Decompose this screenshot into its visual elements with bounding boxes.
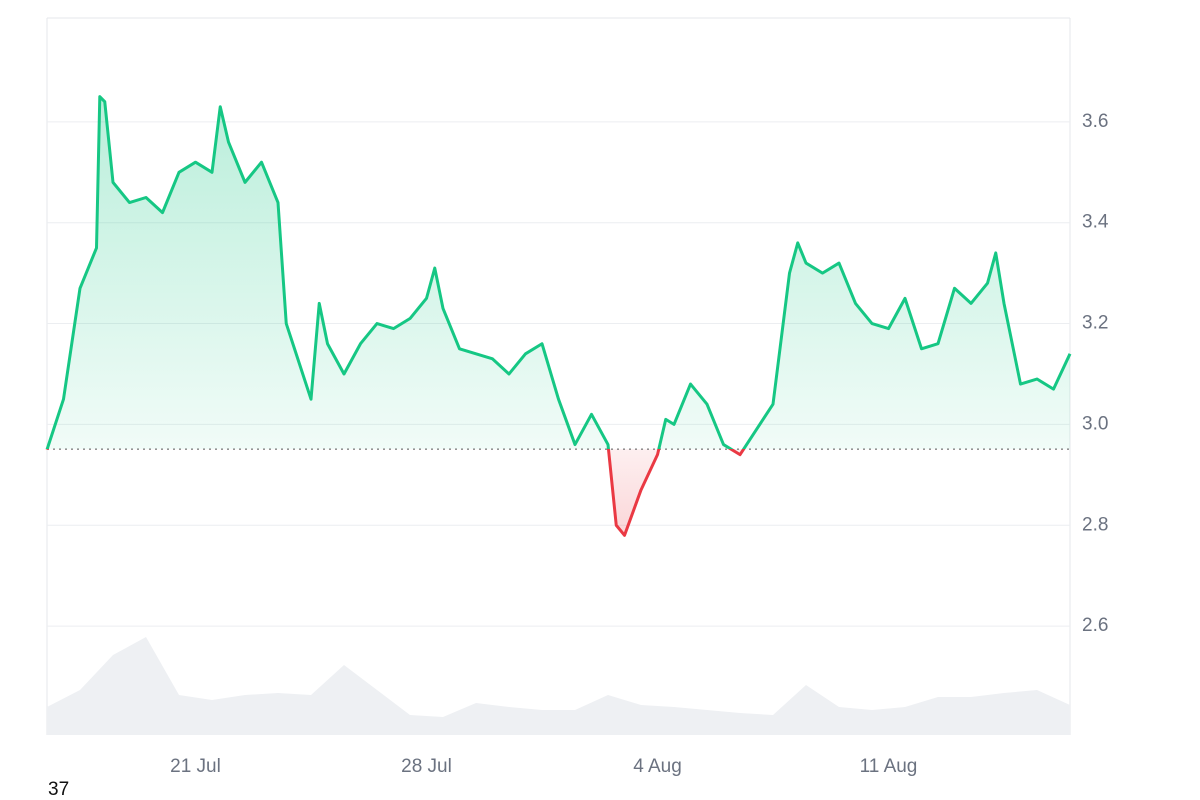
- x-tick-label: 28 Jul: [401, 756, 452, 777]
- y-tick-label: 2.6: [1082, 615, 1108, 636]
- x-tick-label: 11 Aug: [860, 756, 918, 777]
- y-tick-label: 3.6: [1082, 111, 1108, 132]
- footer-text: 37: [48, 779, 69, 800]
- price-area: [47, 96, 1070, 536]
- y-tick-label: 2.8: [1082, 514, 1108, 535]
- x-tick-label: 4 Aug: [633, 756, 682, 777]
- y-tick-label: 3.2: [1082, 313, 1108, 334]
- y-tick-label: 3.4: [1082, 212, 1109, 233]
- volume-area: [47, 637, 1070, 735]
- price-line: [45, 95, 1072, 537]
- x-tick-label: 21 Jul: [170, 756, 221, 777]
- y-tick-label: 3.0: [1082, 413, 1108, 434]
